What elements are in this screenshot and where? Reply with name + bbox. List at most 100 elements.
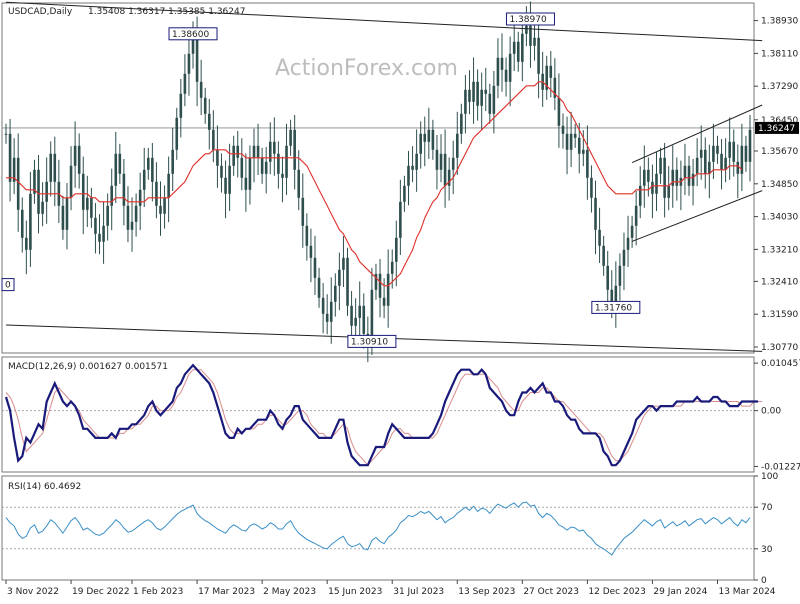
candle-body — [403, 185, 406, 202]
candle-body — [659, 157, 662, 174]
candle-body — [338, 269, 341, 286]
candle-body — [281, 173, 284, 178]
candle-body — [317, 277, 321, 298]
candle-body — [309, 245, 313, 258]
price-tick-label: 1.33210 — [761, 245, 798, 255]
candle-body — [179, 93, 183, 118]
candle-body — [455, 133, 459, 158]
candle-body — [313, 257, 317, 278]
x-tick-label: 27 Oct 2023 — [523, 587, 579, 597]
candle-body — [346, 257, 349, 306]
x-tick-label: 1 Feb 2023 — [133, 587, 183, 597]
candle-body — [16, 157, 20, 210]
candle-body — [146, 157, 150, 170]
ohlc-label: 1.35408 1.36317 1.35385 1.36247 — [88, 7, 245, 17]
rsi-panel-frame — [1, 475, 755, 581]
candle-body — [703, 149, 707, 174]
candle-body — [464, 89, 467, 114]
x-tick-label: 13 Mar 2024 — [718, 587, 775, 597]
price-annotation-box — [347, 334, 397, 348]
candle-body — [561, 125, 565, 134]
rsi-tick-label: 0 — [761, 576, 767, 586]
candle-body — [118, 153, 122, 174]
candle-body — [134, 205, 138, 222]
macd-tick-label: 0.00 — [761, 407, 781, 417]
candle-body — [655, 173, 658, 194]
candle-body — [212, 129, 215, 150]
candle-body — [37, 169, 40, 214]
candle-body — [329, 301, 333, 322]
candle-body — [728, 141, 731, 158]
candle-body — [98, 233, 101, 242]
candle-body — [460, 113, 463, 134]
candle-body — [468, 89, 471, 102]
candle-body — [122, 173, 126, 206]
candle-body — [69, 165, 73, 198]
candle-body — [297, 169, 301, 198]
candle-body — [594, 197, 597, 230]
candle-body — [334, 285, 337, 302]
price-tick-label: 1.32410 — [761, 277, 798, 287]
candle-body — [163, 197, 166, 214]
candle-body — [642, 169, 646, 186]
price-tick-label: 1.31590 — [761, 310, 798, 320]
candle-body — [439, 153, 443, 170]
candle-body — [488, 93, 492, 114]
candle-body — [663, 157, 666, 198]
candle-body — [25, 237, 28, 250]
price-tick-label: 1.34850 — [761, 180, 798, 190]
candle-body — [126, 205, 130, 230]
candle-body — [415, 153, 418, 170]
candle-body — [285, 145, 288, 178]
candle-body — [382, 297, 386, 306]
candle-body — [683, 165, 687, 178]
x-tick-label: 3 Nov 2022 — [7, 587, 59, 597]
candle-body — [151, 157, 154, 182]
candle-body — [553, 77, 557, 98]
candle-body — [411, 165, 414, 170]
candle-body — [53, 153, 57, 182]
candle-body — [602, 245, 605, 266]
price-annotation-label: 1.38970 — [509, 15, 546, 25]
candle-body — [256, 145, 260, 158]
candle-body — [545, 65, 549, 90]
candle-body — [695, 157, 699, 174]
price-tick-label: 1.35670 — [761, 147, 798, 157]
candle-body — [236, 145, 240, 158]
candle-body — [106, 205, 109, 226]
candle-body — [244, 177, 248, 190]
price-annotation-label: 1.38600 — [172, 30, 209, 40]
candle-body — [268, 141, 272, 162]
macd-line — [4, 363, 759, 467]
candle-body — [77, 145, 81, 174]
x-tick-label: 12 Dec 2023 — [588, 587, 646, 597]
candle-body — [65, 197, 69, 230]
candle-body — [740, 145, 744, 174]
price-annotation-label: 1.31760 — [595, 303, 632, 313]
candle-body — [472, 81, 475, 102]
candle-body — [573, 133, 577, 138]
candle-body — [525, 25, 528, 34]
macd-tick-label: -0.012276 — [761, 462, 800, 472]
watermark: ActionForex.com — [275, 56, 458, 81]
candle-body — [301, 197, 305, 226]
candle-body — [748, 129, 752, 162]
candle-body — [86, 197, 89, 210]
candle-body — [203, 97, 207, 114]
channel-line-upper-wide — [5, 1, 763, 42]
candle-body — [667, 185, 670, 198]
candle-body — [73, 145, 77, 166]
candle-body — [138, 189, 142, 206]
candle-body — [537, 37, 540, 74]
candle-body — [228, 165, 231, 194]
candle-body — [549, 65, 553, 78]
rsi-tick-label: 70 — [761, 503, 773, 513]
candle-body — [94, 217, 97, 234]
candle-body — [354, 317, 357, 326]
candle-body — [606, 265, 610, 290]
candle-body — [716, 145, 719, 154]
last-price-label: 1.36247 — [758, 124, 795, 134]
candle-body — [374, 273, 378, 290]
candle-body — [647, 169, 650, 182]
